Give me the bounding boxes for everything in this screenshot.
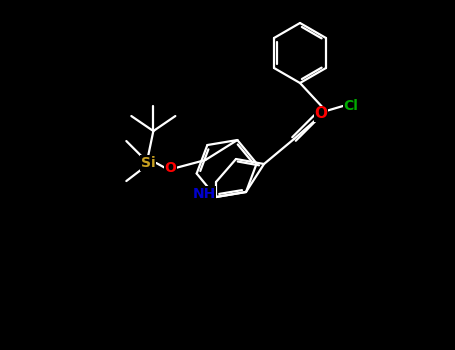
Text: O: O [314,106,328,121]
Text: O: O [164,161,176,175]
Text: Si: Si [141,156,156,170]
Text: Cl: Cl [344,99,359,113]
Text: NH: NH [192,187,216,201]
